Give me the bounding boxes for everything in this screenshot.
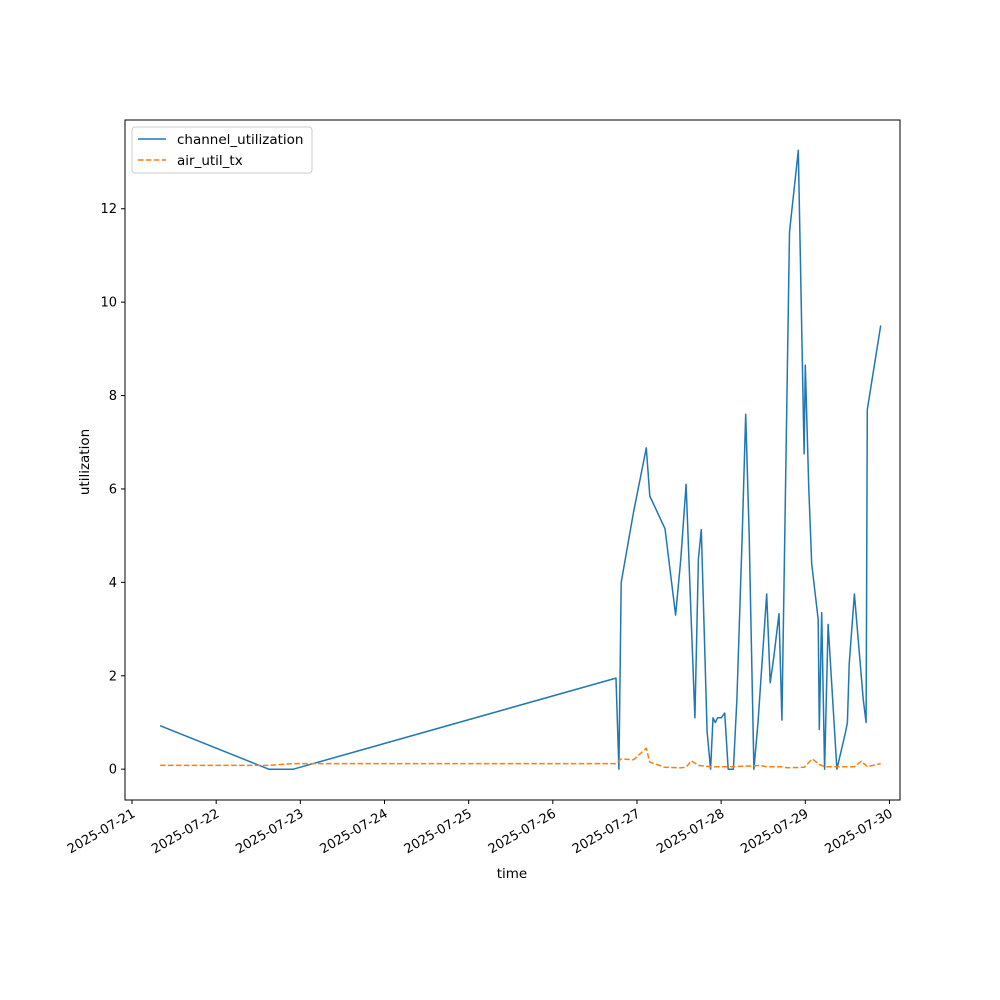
y-axis-title: utilization (77, 429, 93, 495)
series-line-air-util-tx (160, 747, 881, 769)
series-line-channel-utilization (159, 149, 882, 770)
y-tick-label: 10 (100, 296, 117, 311)
x-axis-title: time (497, 866, 528, 882)
legend-box (131, 126, 313, 174)
legend: channel_utilization air_util_tx (131, 126, 313, 174)
y-tick-label: 6 (109, 482, 117, 497)
legend-label-channel-utilization: channel_utilization (177, 132, 304, 148)
y-tick-label: 0 (109, 763, 117, 778)
y-tick-label: 8 (109, 389, 117, 404)
plot-lines (159, 149, 882, 770)
y-tick-label: 4 (109, 576, 117, 591)
y-axis-ticks: 0 2 4 6 8 10 12 (100, 202, 125, 778)
plot-frame (124, 119, 901, 801)
y-tick-label: 2 (109, 669, 117, 684)
y-tick-label: 12 (100, 202, 117, 217)
legend-label-air-util-tx: air_util_tx (177, 153, 243, 169)
